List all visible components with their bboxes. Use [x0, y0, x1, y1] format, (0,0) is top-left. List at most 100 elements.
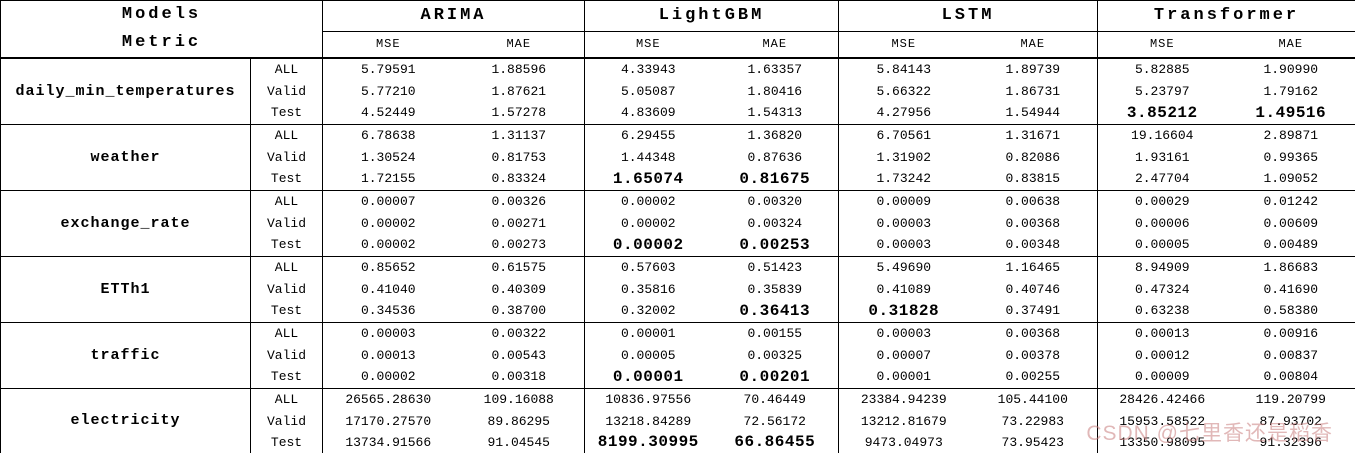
models-header-row: Models Metric ARIMA LightGBM LSTM Transf… — [0, 0, 1355, 59]
metric-value: 0.00003 — [838, 234, 969, 257]
split-label: ALL — [250, 58, 323, 80]
metric-value: 0.58380 — [1226, 300, 1355, 323]
metric-value: 0.00916 — [1263, 325, 1319, 341]
table-row: Valid 0.41040 0.40309 0.35816 0.35839 0.41089… — [1, 278, 1355, 300]
metric-value: 0.00002 — [584, 234, 712, 257]
metric-value: 28426.42466 — [1097, 388, 1227, 410]
metric-value: 1.31902 — [838, 146, 969, 168]
metric-header-mae: MAE — [711, 31, 839, 59]
split-label: Valid — [250, 80, 323, 102]
metric-value: 0.00029 — [1097, 190, 1227, 212]
metric-value: 66.86455 — [711, 432, 839, 453]
metric-value: 0.31828 — [838, 300, 969, 323]
metric-value: 4.52449 — [322, 102, 454, 125]
split-label: ALL — [250, 388, 323, 410]
metric-value: 0.00325 — [747, 347, 803, 363]
metric-header-mse: MSE — [1097, 31, 1227, 59]
metric-value: 91.04545 — [453, 432, 585, 453]
metric-value: 0.00804 — [1226, 366, 1355, 389]
model-header-lightgbm: LightGBM — [584, 0, 839, 32]
table-row: Valid 0.00002 0.00271 0.00002 0.00324 0.00003… — [1, 212, 1355, 234]
metric-value: 1.79162 — [1263, 83, 1319, 99]
metric-value: 4.33943 — [584, 58, 712, 80]
split-label: Test — [250, 366, 323, 389]
metric-value: 0.00007 — [322, 190, 454, 212]
metric-value: 0.41040 — [322, 278, 454, 300]
metric-value: 0.00543 — [491, 347, 547, 363]
metric-value: 0.00638 — [1005, 193, 1061, 209]
metric-value: 8199.30995 — [584, 432, 712, 453]
metric-header-mae: MAE — [1226, 31, 1355, 59]
metric-value: 0.00005 — [1097, 234, 1227, 257]
metric-value: 0.00271 — [491, 215, 547, 231]
metric-value: 8.94909 — [1097, 256, 1227, 278]
metric-value: 5.77210 — [322, 80, 454, 102]
metric-value: 0.00318 — [453, 366, 585, 389]
table-row: Test 4.52449 1.57278 4.83609 1.54313 4.27956 1… — [1, 102, 1355, 125]
metric-value: 0.00348 — [968, 234, 1098, 257]
metric-value: 1.93161 — [1097, 146, 1227, 168]
metric-value: 0.00003 — [322, 322, 454, 344]
metric-value: 0.61575 — [491, 259, 547, 275]
metric-value: 0.82086 — [1005, 149, 1061, 165]
metric-value: 3.85212 — [1097, 102, 1227, 125]
metric-value: 1.49516 — [1226, 102, 1355, 125]
metric-value: 0.34536 — [322, 300, 454, 323]
metric-value: 72.56172 — [743, 413, 806, 429]
metric-value: 70.46449 — [743, 391, 806, 407]
metric-value: 0.00368 — [1005, 215, 1061, 231]
split-label: Test — [250, 432, 323, 453]
metric-value: 13212.81679 — [838, 410, 969, 432]
metric-value: 105.44100 — [997, 391, 1068, 407]
metric-value: 0.41089 — [838, 278, 969, 300]
metric-value: 1.54313 — [711, 102, 839, 125]
dataset-name: electricity — [0, 388, 251, 453]
metric-value: 5.84143 — [838, 58, 969, 80]
metric-value: 0.00012 — [1097, 344, 1227, 366]
metric-value: 0.47324 — [1097, 278, 1227, 300]
models-label: Models — [121, 5, 202, 24]
split-label: ALL — [250, 124, 323, 146]
metric-value: 87.93702 — [1259, 413, 1322, 429]
metric-value: 0.00007 — [838, 344, 969, 366]
dataset-name: daily_min_temperatures — [0, 58, 251, 125]
metric-value: 0.41690 — [1263, 281, 1319, 297]
metric-value: 0.00609 — [1263, 215, 1319, 231]
metric-value: 10836.97556 — [584, 388, 712, 410]
metric-value: 1.09052 — [1226, 168, 1355, 191]
metric-value: 5.79591 — [322, 58, 454, 80]
metric-value: 0.00002 — [322, 212, 454, 234]
metric-value: 0.00368 — [1005, 325, 1061, 341]
metric-value: 0.00013 — [1097, 322, 1227, 344]
metric-value: 0.00489 — [1226, 234, 1355, 257]
metric-value: 0.40309 — [491, 281, 547, 297]
metric-value: 0.36413 — [711, 300, 839, 323]
metric-header-mse: MSE — [584, 31, 712, 59]
metric-header-mae: MAE — [453, 31, 585, 59]
metric-value: 13734.91566 — [322, 432, 454, 453]
models-metric-header: Models Metric — [0, 0, 323, 59]
metric-value: 13350.98095 — [1097, 432, 1227, 453]
metric-value: 0.37491 — [968, 300, 1098, 323]
metric-value: 0.51423 — [747, 259, 803, 275]
split-label: Test — [250, 168, 323, 191]
metric-value: 0.00002 — [584, 212, 712, 234]
metric-value: 1.16465 — [1005, 259, 1061, 275]
metric-value: 6.70561 — [838, 124, 969, 146]
metric-value: 0.00002 — [322, 234, 454, 257]
model-header-lstm: LSTM — [838, 0, 1098, 32]
metric-value: 1.87621 — [491, 83, 547, 99]
metric-value: 0.38700 — [453, 300, 585, 323]
metric-value: 1.73242 — [838, 168, 969, 191]
table-row: daily_min_temperatures ALL 5.79591 1.88596 4… — [0, 58, 1355, 125]
metric-value: 17170.27570 — [322, 410, 454, 432]
metric-value: 0.00009 — [1097, 366, 1227, 389]
metric-value: 0.00255 — [968, 366, 1098, 389]
metric-value: 0.00201 — [711, 366, 839, 389]
metric-value: 23384.94239 — [838, 388, 969, 410]
metric-value: 0.35816 — [584, 278, 712, 300]
metric-value: 0.00003 — [838, 322, 969, 344]
metric-value: 0.00002 — [322, 366, 454, 389]
table-row: electricity ALL 26565.28630 109.16088 10836.… — [0, 388, 1355, 453]
